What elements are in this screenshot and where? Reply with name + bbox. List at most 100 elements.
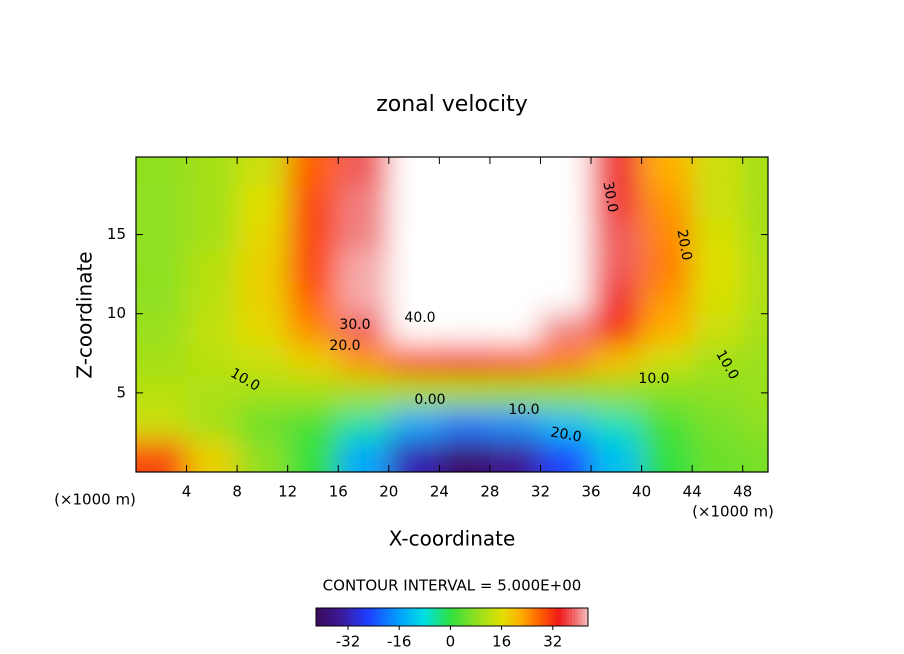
field-cell — [186, 313, 238, 346]
field-cell — [136, 218, 187, 251]
field-cell — [692, 187, 743, 219]
field-cell — [237, 250, 288, 283]
colorbar-swatch — [373, 608, 378, 626]
field-cell — [540, 345, 592, 378]
field-cell — [742, 440, 768, 472]
field-cell — [591, 377, 642, 409]
field-cell — [338, 440, 389, 472]
colorbar-swatch — [450, 608, 455, 626]
colorbar-swatch — [453, 608, 458, 626]
y-unit-label: (×1000 m) — [54, 491, 136, 509]
colorbar-swatch — [335, 608, 339, 626]
field-cell — [489, 313, 541, 346]
colorbar-swatch — [456, 608, 461, 626]
field-cell — [591, 157, 642, 188]
field-cell — [388, 440, 440, 472]
field-cell — [742, 345, 768, 378]
field-cell — [388, 250, 440, 283]
colorbar-swatch — [415, 608, 419, 626]
field-cell — [388, 218, 440, 251]
colorbar-tick-label: 32 — [543, 633, 562, 651]
field-cell — [692, 250, 743, 283]
field-cell — [287, 440, 339, 472]
colorbar-swatch — [498, 608, 503, 626]
field-cell — [641, 345, 693, 378]
field-cell — [186, 218, 238, 251]
field-cell — [439, 250, 490, 283]
colorbar-swatch — [511, 608, 515, 626]
colorbar-swatch — [440, 608, 445, 626]
field-cell — [388, 377, 440, 409]
field-cell — [742, 377, 768, 409]
contour-label: 20.0 — [549, 424, 582, 445]
field-cell — [540, 440, 592, 472]
field-cell — [287, 408, 339, 441]
x-tick-label: 36 — [581, 483, 600, 501]
field-cell — [237, 313, 288, 346]
field-cell — [439, 440, 490, 472]
contour-label: 40.0 — [404, 310, 435, 326]
field-cell — [692, 218, 743, 251]
colorbar-swatch — [527, 608, 531, 626]
colorbar-swatch — [341, 608, 346, 626]
field-cell — [186, 282, 238, 314]
colorbar-swatch — [559, 608, 563, 626]
colorbar-swatch — [524, 608, 528, 626]
colorbar-swatch — [351, 608, 355, 626]
field-cell — [237, 157, 288, 188]
field-cell — [136, 157, 187, 188]
contour-label: 10.0 — [638, 371, 669, 387]
contour-label: 30.0 — [339, 317, 370, 333]
field-cell — [540, 218, 592, 251]
x-unit-label: (×1000 m) — [692, 503, 774, 521]
x-tick-label: 24 — [430, 483, 449, 501]
field-cell — [591, 250, 642, 283]
field-cell — [237, 187, 288, 219]
field-cell — [742, 187, 768, 219]
contour-label: 20.0 — [329, 338, 360, 354]
field-cell — [641, 440, 693, 472]
x-tick-label: 20 — [379, 483, 398, 501]
field-cell — [692, 313, 743, 346]
colorbar-swatch — [517, 608, 522, 626]
colorbar-swatch — [466, 608, 471, 626]
field-cell — [540, 282, 592, 314]
field-cell — [692, 345, 743, 378]
colorbar-swatch — [431, 608, 435, 626]
colorbar-swatch — [389, 608, 394, 626]
contour-label: 20.0 — [673, 228, 694, 261]
colorbar-swatch — [338, 608, 343, 626]
colorbar-swatch — [447, 608, 451, 626]
colorbar-swatch — [344, 608, 349, 626]
colorbar-swatch — [540, 608, 544, 626]
colorbar-swatch — [370, 608, 375, 626]
field-cell — [237, 440, 288, 472]
colorbar-swatch — [386, 608, 391, 626]
field-cell — [591, 218, 642, 251]
field-cell — [489, 218, 541, 251]
field-cell — [742, 250, 768, 283]
colorbar-swatch — [460, 608, 464, 626]
field-cell — [136, 345, 187, 378]
field-cell — [439, 282, 490, 314]
field-cell — [641, 408, 693, 441]
field-cell — [338, 250, 389, 283]
colorbar-swatch — [392, 608, 397, 626]
field-cell — [540, 157, 592, 188]
colorbar-swatch — [418, 608, 423, 626]
field-cell — [540, 408, 592, 441]
colorbar-swatch — [514, 608, 519, 626]
field-cell — [186, 345, 238, 378]
field-cell — [136, 377, 187, 409]
colorbar-swatch — [485, 608, 490, 626]
field-cell — [540, 250, 592, 283]
field-cell — [136, 440, 187, 472]
colorbar-swatch — [424, 608, 429, 626]
field-cell — [692, 282, 743, 314]
field-cell — [641, 187, 693, 219]
colorbar-swatch — [549, 608, 554, 626]
field-cell — [287, 377, 339, 409]
colorbar-swatch — [508, 608, 512, 626]
field-cell — [388, 345, 440, 378]
field-cell — [692, 440, 743, 472]
